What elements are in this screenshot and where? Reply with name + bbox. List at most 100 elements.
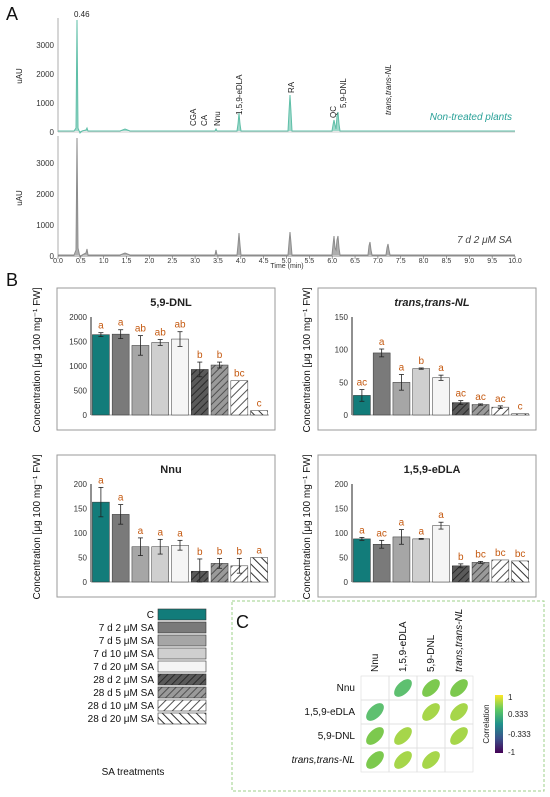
- y-tick-label: 100: [74, 529, 88, 538]
- significance-letter: a: [118, 318, 124, 329]
- trace2-ytick-0: 0: [50, 252, 55, 261]
- y-tick-label: 2000: [69, 313, 87, 322]
- time-tick-label: 10.0: [508, 258, 522, 265]
- correlation-cell: [360, 675, 390, 701]
- legend-swatch: [157, 712, 207, 725]
- peak-rt-label: 0.46: [74, 10, 90, 19]
- y-tick-label: 200: [74, 480, 88, 489]
- legend-label: 7 d 10 μM SA: [93, 649, 154, 660]
- significance-letter: b: [237, 546, 243, 557]
- correlation-ellipse: [366, 751, 384, 769]
- legend-swatch: [157, 686, 207, 699]
- bar: [353, 538, 371, 583]
- legend-label: 7 d 2 μM SA: [99, 623, 155, 634]
- trace2-ytick-3000: 3000: [36, 159, 54, 168]
- correlation-ellipse: [394, 679, 412, 697]
- bar: [452, 565, 470, 583]
- significance-letter: ac: [376, 528, 387, 539]
- bar: [250, 557, 268, 583]
- panel-c-frame: [231, 600, 545, 792]
- legend-label: 28 d 20 μM SA: [88, 714, 155, 725]
- chart-title: Nnu: [160, 464, 181, 476]
- significance-letter: b: [418, 356, 424, 367]
- legend-swatch: [157, 634, 207, 647]
- time-tick-label: 2.5: [167, 258, 177, 265]
- significance-letter: a: [138, 526, 144, 537]
- y-tick-label: 0: [83, 578, 88, 587]
- bar: [372, 544, 391, 583]
- bar: [372, 352, 391, 416]
- bar: [111, 333, 130, 416]
- y-tick-label: 100: [335, 529, 349, 538]
- correlation-row-label: 1,5,9-eDLA: [304, 707, 355, 718]
- significance-letter: bc: [234, 369, 245, 380]
- legend-title: SA treatments: [102, 767, 165, 778]
- correlation-col-label: trans,trans-NL: [454, 609, 465, 672]
- peak-label-cga: CGA: [189, 108, 198, 126]
- significance-letter: b: [197, 350, 203, 361]
- time-tick-label: 8.5: [442, 258, 452, 265]
- significance-letter: a: [256, 546, 262, 557]
- y-axis-title-dnl: Concentration [μg 100 mg⁻¹ FW]: [32, 287, 43, 432]
- legend-label: 28 d 5 μM SA: [93, 688, 154, 699]
- bar: [432, 525, 450, 583]
- y-tick-label: 0: [344, 578, 349, 587]
- chart-frame: [317, 454, 537, 598]
- bar: [250, 410, 268, 416]
- chart-title: trans,trans-NL: [394, 297, 469, 309]
- colorbar-title: Correlation: [482, 704, 491, 743]
- correlation-ellipse: [450, 727, 468, 745]
- bar: [432, 377, 450, 416]
- panel-b-letter: B: [6, 270, 18, 290]
- y-tick-label: 1000: [69, 362, 87, 371]
- significance-letter: a: [157, 527, 163, 538]
- bar: [412, 368, 430, 416]
- significance-letter: a: [98, 475, 104, 486]
- time-tick-label: 2.0: [145, 258, 155, 265]
- legend-swatch: [157, 621, 207, 634]
- correlation-col-label: 1,5,9-eDLA: [398, 621, 409, 672]
- time-tick-label: 8.0: [419, 258, 429, 265]
- correlation-row-label: Nnu: [337, 683, 355, 694]
- chart-title: 1,5,9-eDLA: [404, 464, 461, 476]
- correlation-col-label: 5,9-DNL: [426, 634, 437, 672]
- correlation-row-label: trans,trans-NL: [292, 755, 355, 766]
- chromatogram-panel: uAU uAU 0 1000 2000 3000 0 1000 2000 300…: [15, 10, 522, 270]
- legend-label: 7 d 20 μM SA: [93, 662, 154, 673]
- colorbar-tick-neg1: -1: [508, 748, 516, 757]
- y-tick-label: 0: [83, 411, 88, 420]
- trace1-ytick-1000: 1000: [36, 99, 54, 108]
- chart-frame: [56, 287, 276, 431]
- correlation-col-label: Nnu: [370, 654, 381, 672]
- correlation-ellipse: [450, 679, 468, 697]
- time-tick-label: 0.0: [53, 258, 63, 265]
- bar: [471, 562, 490, 583]
- y-tick-label: 150: [335, 313, 349, 322]
- correlation-ellipse: [422, 703, 440, 721]
- peak-label-ca: CA: [200, 114, 209, 126]
- time-tick-label: 6.0: [327, 258, 337, 265]
- time-tick-label: 7.0: [373, 258, 383, 265]
- significance-letter: a: [399, 518, 405, 529]
- bar: [171, 338, 189, 416]
- correlation-cell: [388, 699, 418, 725]
- time-tick-label: 9.0: [464, 258, 474, 265]
- significance-letter: b: [458, 552, 464, 563]
- y-axis-title-nnu: Concentration [μg 100 mg⁻¹ FW]: [32, 454, 43, 599]
- significance-letter: ab: [135, 324, 147, 335]
- correlation-cell: [444, 747, 474, 773]
- time-tick-label: 1.0: [99, 258, 109, 265]
- bar: [511, 560, 529, 583]
- trace1-ytick-3000: 3000: [36, 41, 54, 50]
- significance-letter: a: [118, 493, 124, 504]
- significance-letter: a: [177, 528, 183, 539]
- significance-letter: ac: [475, 392, 486, 403]
- peak-label-ra: RA: [287, 81, 296, 93]
- significance-letter: b: [217, 350, 223, 361]
- legend-swatch: [157, 660, 207, 673]
- y-axis-title-ttnl: Concentration [μg 100 mg⁻¹ FW]: [302, 287, 313, 432]
- time-tick-label: 5.0: [282, 258, 292, 265]
- correlation-matrix: Nnu 1,5,9-eDLA 5,9-DNL trans,trans-NL Nnu 1,5…: [292, 609, 474, 773]
- significance-letter: a: [98, 321, 104, 332]
- y-tick-label: 150: [335, 505, 349, 514]
